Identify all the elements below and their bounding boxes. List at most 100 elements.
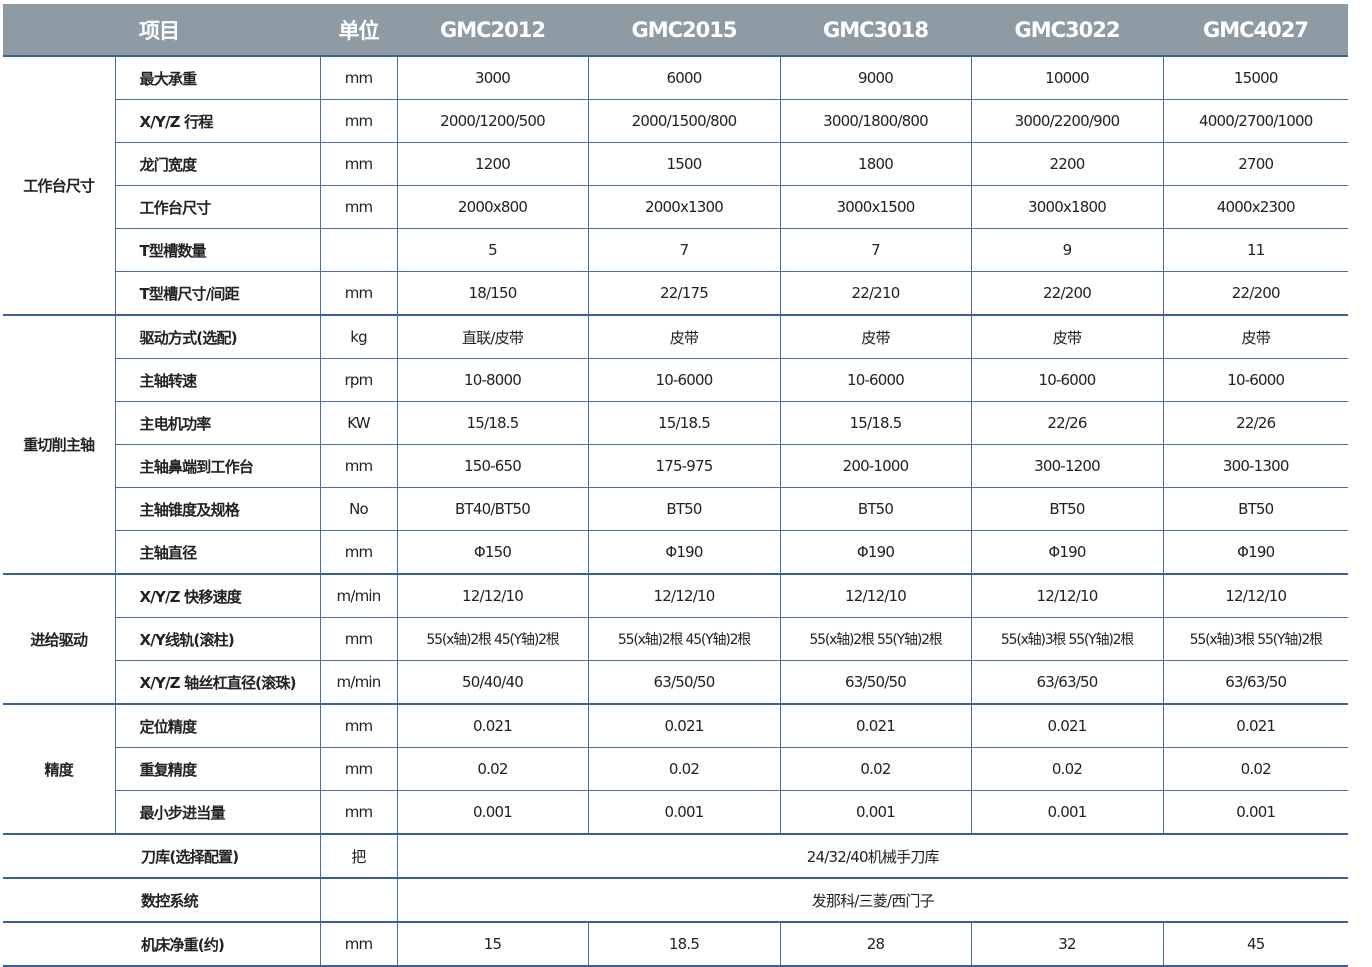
- table-row: 数控系统 发那科/三菱/西门子: [3, 877, 1348, 923]
- unit-cell: No: [319, 487, 398, 531]
- value-cell: 15000: [1162, 55, 1348, 100]
- value-cell: 15/18.5: [587, 401, 781, 445]
- unit-cell: rpm: [319, 358, 398, 402]
- header-row: 项目 单位 GMC2012 GMC2015 GMC3018 GMC3022 GM…: [3, 4, 1348, 56]
- table-row: 重复精度 mm 0.02 0.02 0.02 0.02 0.02: [3, 747, 1348, 791]
- item-label: 主轴直径: [114, 530, 321, 575]
- value-cell: 15/18.5: [779, 401, 972, 445]
- value-cell: 6000: [587, 55, 781, 100]
- value-cell: 直联/皮带: [396, 314, 589, 359]
- value-cell: 0.001: [587, 790, 781, 835]
- unit-cell: mm: [319, 747, 398, 791]
- value-cell: 2000x800: [396, 185, 589, 229]
- value-cell: 10-6000: [1162, 358, 1348, 402]
- unit-cell: mm: [319, 530, 398, 575]
- value-cell: 63/50/50: [587, 660, 781, 705]
- table-row: 主电机功率 KW 15/18.5 15/18.5 15/18.5 22/26 22/26: [3, 401, 1348, 445]
- unit-cell: mm: [319, 55, 398, 100]
- value-cell: 皮带: [1162, 314, 1348, 359]
- value-cell: BT50: [587, 487, 781, 531]
- value-cell: Φ190: [970, 530, 1164, 575]
- value-cell: BT50: [970, 487, 1164, 531]
- value-cell: 15: [396, 921, 589, 967]
- value-cell: 2000x1300: [587, 185, 781, 229]
- header-model: GMC3022: [971, 4, 1163, 56]
- table-row: X/Y线轨(滚柱) mm 55(x轴)2根 45(Y轴)2根 55(x轴)2根 45(…: [3, 617, 1348, 661]
- value-cell: Φ190: [779, 530, 972, 575]
- value-cell: BT40/BT50: [396, 487, 589, 531]
- unit-cell: mm: [319, 617, 398, 661]
- group-label: 进给驱动: [3, 573, 116, 705]
- value-cell: 7: [779, 228, 972, 272]
- value-cell: 1500: [587, 142, 781, 186]
- value-cell: 0.001: [1162, 790, 1348, 835]
- unit-cell: m/min: [319, 660, 398, 705]
- table-row: 工作台尺寸 最大承重 mm 3000 6000 9000 10000 15000: [3, 55, 1348, 316]
- value-cell: 28: [779, 921, 972, 967]
- item-label: 主轴鼻端到工作台: [114, 444, 321, 488]
- value-cell: 200-1000: [779, 444, 972, 488]
- value-cell: Φ150: [396, 530, 589, 575]
- item-label: T型槽尺寸/间距: [114, 271, 321, 316]
- table-row: T型槽尺寸/间距 mm 18/150 22/175 22/210 22/200 22/200: [3, 271, 1348, 316]
- table-row: 刀库(选择配置) 把 24/32/40机械手刀库: [3, 833, 1348, 879]
- item-label: X/Y/Z 行程: [114, 99, 321, 143]
- value-cell: 3000/2200/900: [970, 99, 1164, 143]
- value-cell: 22/175: [587, 271, 781, 316]
- table-row: 主轴转速 rpm 10-8000 10-6000 10-6000 10-6000 10-60…: [3, 358, 1348, 402]
- merged-value-cell: 发那科/三菱/西门子: [396, 877, 1348, 923]
- value-cell: 55(x轴)2根 45(Y轴)2根: [587, 617, 781, 661]
- value-cell: 0.02: [396, 747, 589, 791]
- unit-cell: mm: [319, 271, 398, 316]
- unit-cell: KW: [319, 401, 398, 445]
- value-cell: 2700: [1162, 142, 1348, 186]
- unit-cell: [319, 228, 398, 272]
- value-cell: 300-1200: [970, 444, 1164, 488]
- value-cell: 10-6000: [587, 358, 781, 402]
- unit-cell: m/min: [319, 573, 398, 618]
- value-cell: 3000x1800: [970, 185, 1164, 229]
- item-label: 定位精度: [114, 703, 321, 748]
- item-label: 最大承重: [114, 55, 321, 100]
- value-cell: 18/150: [396, 271, 589, 316]
- value-cell: 22/210: [779, 271, 972, 316]
- value-cell: 18.5: [587, 921, 781, 967]
- value-cell: 2000/1500/800: [587, 99, 781, 143]
- item-label: X/Y/Z 快移速度: [114, 573, 321, 618]
- value-cell: 150-650: [396, 444, 589, 488]
- value-cell: 15/18.5: [396, 401, 589, 445]
- value-cell: 3000: [396, 55, 589, 100]
- value-cell: 63/50/50: [779, 660, 972, 705]
- value-cell: 0.02: [587, 747, 781, 791]
- value-cell: 皮带: [779, 314, 972, 359]
- item-label: 重复精度: [114, 747, 321, 791]
- value-cell: 2200: [970, 142, 1164, 186]
- value-cell: 50/40/40: [396, 660, 589, 705]
- table-row: 主轴锥度及规格 No BT40/BT50 BT50 BT50 BT50 BT50: [3, 487, 1348, 531]
- value-cell: 12/12/10: [587, 573, 781, 618]
- table-row: 进给驱动 X/Y/Z 快移速度 m/min 12/12/10 12/12/10 12/12…: [3, 573, 1348, 705]
- header-model: GMC2012: [397, 4, 588, 56]
- value-cell: 12/12/10: [1162, 573, 1348, 618]
- value-cell: 0.001: [779, 790, 972, 835]
- header-model: GMC3018: [780, 4, 971, 56]
- item-label: 主轴转速: [114, 358, 321, 402]
- value-cell: 0.02: [1162, 747, 1348, 791]
- item-label: X/Y/Z 轴丝杠直径(滚珠): [114, 660, 321, 705]
- table-row: 机床净重(约) mm 15 18.5 28 32 45: [3, 921, 1348, 967]
- value-cell: Φ190: [587, 530, 781, 575]
- value-cell: 55(x轴)2根 45(Y轴)2根: [396, 617, 589, 661]
- table-row: 最小步进当量 mm 0.001 0.001 0.001 0.001 0.001: [3, 790, 1348, 835]
- value-cell: 22/200: [1162, 271, 1348, 316]
- value-cell: 10-6000: [970, 358, 1164, 402]
- table-row: 龙门宽度 mm 1200 1500 1800 2200 2700: [3, 142, 1348, 186]
- value-cell: 63/63/50: [970, 660, 1164, 705]
- value-cell: BT50: [1162, 487, 1348, 531]
- value-cell: 2000/1200/500: [396, 99, 589, 143]
- value-cell: 0.021: [779, 703, 972, 748]
- unit-cell: mm: [319, 99, 398, 143]
- table-row: 重切削主轴 驱动方式(选配) kg 直联/皮带 皮带 皮带 皮带 皮带: [3, 314, 1348, 575]
- value-cell: 11: [1162, 228, 1348, 272]
- table-row: T型槽数量 5 7 7 9 11: [3, 228, 1348, 272]
- item-label: 机床净重(约): [3, 921, 321, 967]
